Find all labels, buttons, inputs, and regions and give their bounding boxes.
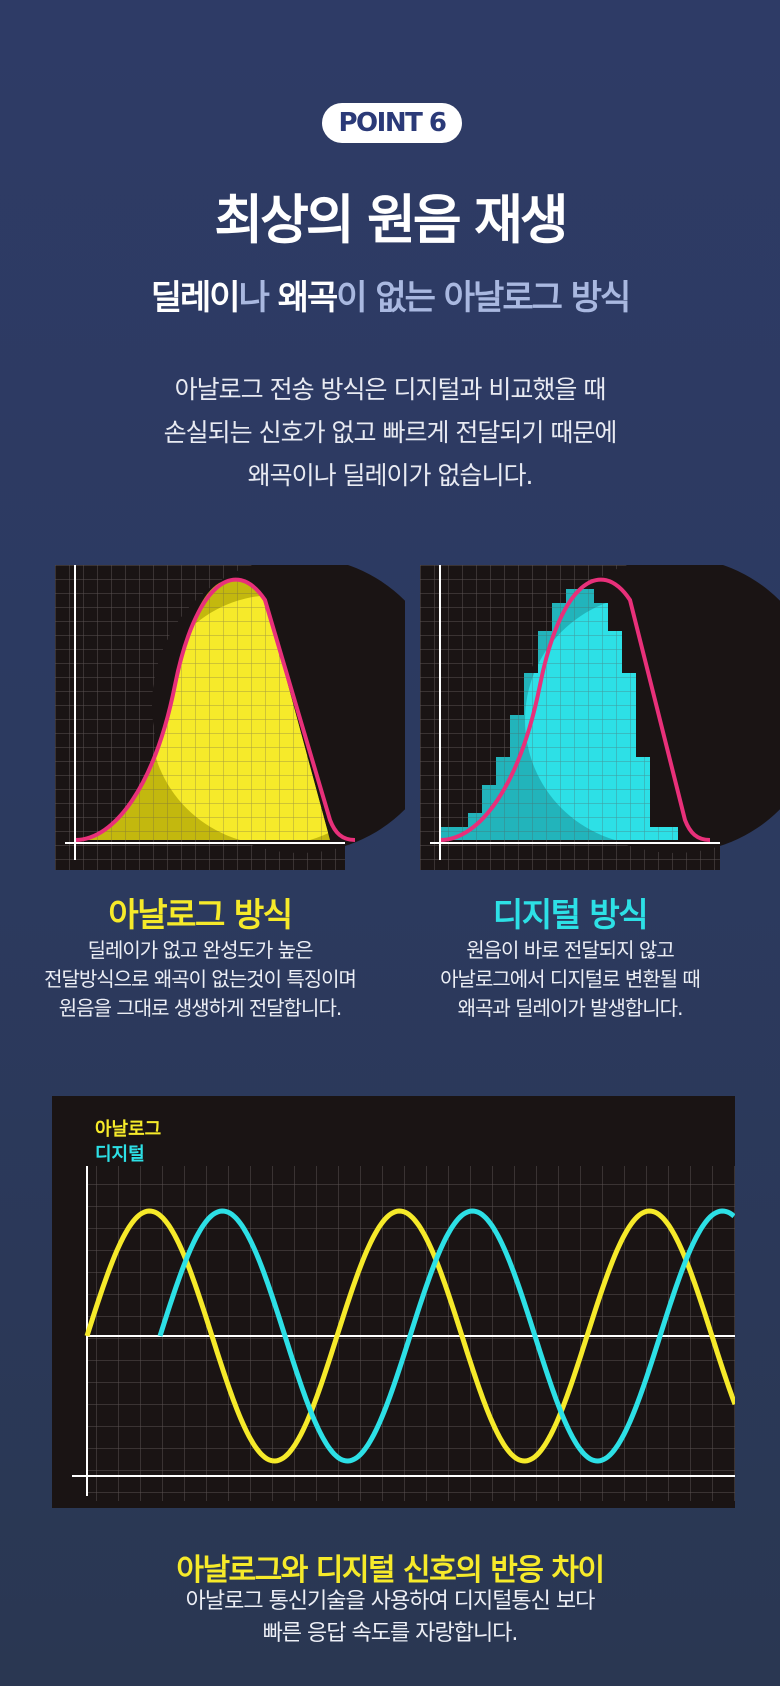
page-title: 최상의 원음 재생 [214,190,568,251]
digital-wave [157,1208,735,1464]
caption-title: 아날로그와 디지털 신호의 반응 차이 [176,1553,605,1588]
desc-line: 전달방식으로 왜곡이 없는것이 특징이며 [44,967,357,991]
desc-line: 원음이 바로 전달되지 않고 [466,938,674,962]
wave-chart [72,1166,735,1501]
intro-line: 왜곡이나 딜레이가 없습니다. [247,461,534,490]
legend-digital: 디지털 [95,1144,145,1165]
caption-line: 빠른 응답 속도를 자랑합니다. [262,1621,519,1646]
subtitle-part: 이 없는 아날로그 방식 [336,278,631,318]
desc-line: 딜레이가 없고 완성도가 높은 [87,938,314,962]
page-subtitle: 딜레이나 왜곡이 없는 아날로그 방식 [0,270,780,319]
legend-analog: 아날로그 [95,1119,162,1140]
caption-text: 아날로그 통신기술을 사용하여 디지털통신 보다 빠른 응답 속도를 자랑합니다… [0,1586,780,1650]
analog-illustration [55,565,405,870]
analog-description: 딜레이가 없고 완성도가 높은 전달방식으로 왜곡이 없는것이 특징이며 원음을… [20,936,380,1023]
desc-line: 왜곡과 딜레이가 발생합니다. [457,996,684,1020]
subtitle-part: 딜레이 [150,278,241,318]
digital-description: 원음이 바로 전달되지 않고 아날로그에서 디지털로 변환될 때 왜곡과 딜레이… [400,936,740,1023]
point-badge: POINT 6 [322,103,462,143]
intro-line: 아날로그 전송 방식은 디지털과 비교했을 때 [174,375,607,404]
intro-line: 손실되는 신호가 없고 빠르게 전달되기 때문에 [163,418,618,447]
analog-wave [84,1208,735,1464]
analog-title: 아날로그 방식 [108,895,293,934]
digital-illustration [420,565,780,870]
subtitle-part: 나 [238,278,278,318]
subtitle-part: 왜곡 [277,278,339,318]
desc-line: 아날로그에서 디지털로 변환될 때 [440,967,701,991]
intro-text: 아날로그 전송 방식은 디지털과 비교했을 때 손실되는 신호가 없고 빠르게 … [0,368,780,497]
desc-line: 원음을 그대로 생생하게 전달합니다. [58,996,342,1020]
digital-title: 디지털 방식 [492,895,649,934]
wave-legend: 아날로그 디지털 [95,1117,161,1167]
caption-line: 아날로그 통신기술을 사용하여 디지털통신 보다 [185,1589,596,1614]
